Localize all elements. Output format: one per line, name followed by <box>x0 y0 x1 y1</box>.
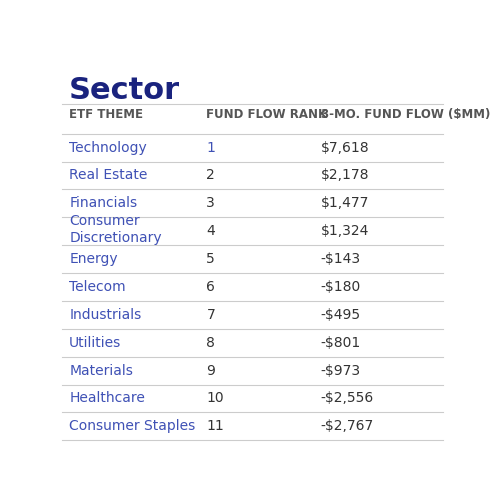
Text: -$801: -$801 <box>321 336 361 350</box>
Text: $1,477: $1,477 <box>321 196 369 211</box>
Text: 1: 1 <box>207 141 215 155</box>
Text: Telecom: Telecom <box>69 280 126 294</box>
Text: -$2,556: -$2,556 <box>321 391 374 406</box>
Text: Energy: Energy <box>69 252 118 266</box>
Text: 2: 2 <box>207 169 215 183</box>
Text: 3-MO. FUND FLOW ($MM): 3-MO. FUND FLOW ($MM) <box>321 108 490 121</box>
Text: -$143: -$143 <box>321 252 361 266</box>
Text: 9: 9 <box>207 364 215 378</box>
Text: Healthcare: Healthcare <box>69 391 145 406</box>
Text: 10: 10 <box>207 391 224 406</box>
Text: -$495: -$495 <box>321 308 361 322</box>
Text: 5: 5 <box>207 252 215 266</box>
Text: 3: 3 <box>207 196 215 211</box>
Text: Financials: Financials <box>69 196 137 211</box>
Text: Materials: Materials <box>69 364 133 378</box>
Text: Industrials: Industrials <box>69 308 141 322</box>
Text: $1,324: $1,324 <box>321 224 369 238</box>
Text: $2,178: $2,178 <box>321 169 369 183</box>
Text: 11: 11 <box>207 419 224 433</box>
Text: ETF THEME: ETF THEME <box>69 108 143 121</box>
Text: Consumer Staples: Consumer Staples <box>69 419 195 433</box>
Text: 7: 7 <box>207 308 215 322</box>
Text: -$973: -$973 <box>321 364 361 378</box>
Text: Real Estate: Real Estate <box>69 169 148 183</box>
Text: FUND FLOW RANK: FUND FLOW RANK <box>207 108 328 121</box>
Text: Consumer
Discretionary: Consumer Discretionary <box>69 214 162 245</box>
Text: 6: 6 <box>207 280 215 294</box>
Text: Utilities: Utilities <box>69 336 122 350</box>
Text: -$2,767: -$2,767 <box>321 419 374 433</box>
Text: Technology: Technology <box>69 141 147 155</box>
Text: Sector: Sector <box>69 76 180 105</box>
Text: -$180: -$180 <box>321 280 361 294</box>
Text: 4: 4 <box>207 224 215 238</box>
Text: 8: 8 <box>207 336 215 350</box>
Text: $7,618: $7,618 <box>321 141 369 155</box>
